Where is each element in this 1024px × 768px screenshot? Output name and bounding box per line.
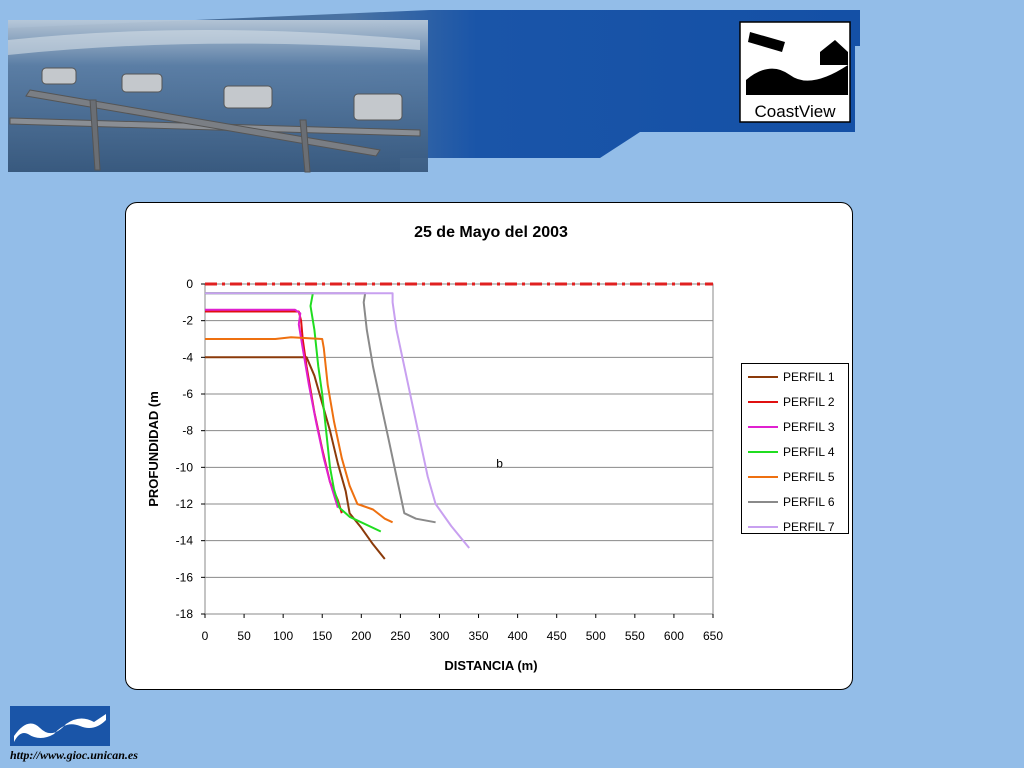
legend-label: PERFIL 2 (783, 395, 835, 409)
series-line-perfil-7 (205, 292, 470, 549)
chart-title: 25 de Mayo del 2003 (414, 224, 568, 241)
legend-swatch (748, 426, 778, 428)
y-tick-label: -8 (182, 424, 193, 438)
x-tick-label: 50 (237, 629, 251, 643)
y-tick-label: -2 (182, 314, 193, 328)
coastview-logo: CoastView (739, 21, 851, 123)
legend-label: PERFIL 7 (783, 520, 835, 534)
x-axis-label: DISTANCIA (m) (444, 658, 537, 673)
camera-rig-icon (9, 67, 421, 173)
legend-swatch (748, 376, 778, 378)
x-tick-label: 350 (469, 629, 489, 643)
x-tick-label: 500 (586, 629, 606, 643)
y-tick-label: -6 (182, 387, 193, 401)
series-line-perfil-6 (205, 292, 436, 524)
legend-swatch (748, 501, 778, 503)
legend-swatch (748, 451, 778, 453)
series-line-perfil-5 (205, 336, 394, 524)
gioc-logo-icon (10, 706, 110, 746)
y-tick-label: -18 (176, 607, 194, 621)
legend-swatch (748, 401, 778, 403)
x-tick-label: 400 (508, 629, 528, 643)
x-tick-label: 450 (547, 629, 567, 643)
x-tick-label: 550 (625, 629, 645, 643)
legend-swatch (748, 526, 778, 528)
legend-label: PERFIL 4 (783, 445, 835, 459)
x-tick-label: 100 (273, 629, 293, 643)
plot-area (204, 283, 714, 615)
legend-label: PERFIL 6 (783, 495, 835, 509)
y-tick-label: -10 (176, 460, 194, 474)
y-tick-label: -4 (182, 350, 193, 364)
x-tick-label: 250 (390, 629, 410, 643)
x-tick-label: 300 (429, 629, 449, 643)
header-banner: CoastView (0, 0, 870, 178)
y-tick-label: -16 (176, 570, 194, 584)
y-tick-label: 0 (186, 277, 193, 291)
series-line-perfil-1 (205, 356, 386, 560)
svg-text:CoastView: CoastView (755, 102, 837, 121)
y-axis-label: PROFUNDIDAD (m (146, 391, 161, 507)
annotation-label: b (496, 456, 503, 470)
y-tick-label: -12 (176, 497, 194, 511)
legend-label: PERFIL 1 (783, 370, 835, 384)
x-tick-label: 650 (703, 629, 723, 643)
x-tick-label: 600 (664, 629, 684, 643)
x-tick-label: 0 (202, 629, 209, 643)
chart-legend: PERFIL 1 PERFIL 2 PERFIL 3 PERFIL 4 PERFIL 5… (741, 363, 849, 534)
footer-url[interactable]: http://www.gioc.unican.es (10, 748, 138, 762)
y-tick-label: -14 (176, 534, 194, 548)
legend-swatch (748, 476, 778, 478)
series-line-perfil-4 (205, 292, 382, 533)
legend-label: PERFIL 3 (783, 420, 835, 434)
x-tick-label: 200 (351, 629, 371, 643)
chart: 25 de Mayo del 2003 0 -2 -4 -6 -8 -10 -12 -14 -16… (146, 224, 723, 673)
x-tick-label: 150 (312, 629, 332, 643)
series-line-perfil-3 (205, 308, 339, 508)
legend-label: PERFIL 5 (783, 470, 835, 484)
chart-panel: 25 de Mayo del 2003 0 -2 -4 -6 -8 -10 -12 -14 -16… (125, 202, 853, 690)
